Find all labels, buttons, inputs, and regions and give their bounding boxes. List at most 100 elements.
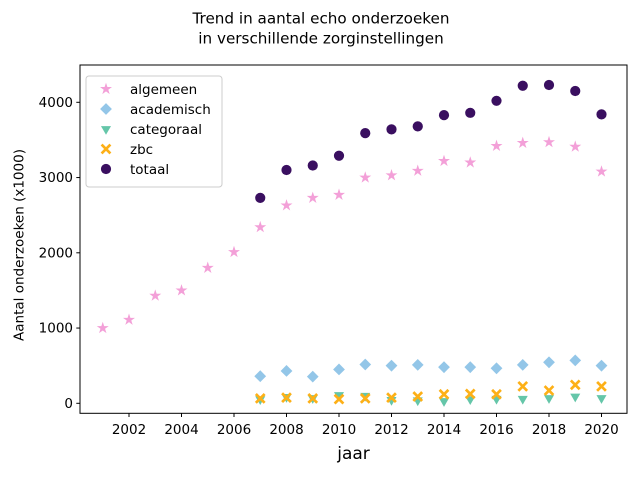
point-algemeen [280, 199, 293, 211]
point-zbc [596, 381, 607, 392]
point-zbc [517, 381, 529, 392]
point-zbc [386, 392, 397, 404]
point-categoraal [543, 395, 555, 404]
point-totaal [333, 150, 345, 161]
point-algemeen [516, 136, 529, 149]
legend-box [85, 75, 223, 188]
point-algemeen [569, 140, 582, 152]
point-academisch [333, 363, 345, 376]
x-tick-label: 2016 [479, 422, 513, 438]
legend-marker-algemeen-icon [100, 82, 112, 95]
point-algemeen [359, 171, 372, 183]
point-academisch [516, 359, 529, 371]
point-academisch [385, 359, 398, 372]
point-academisch [359, 358, 372, 371]
point-zbc [543, 385, 555, 396]
point-academisch [490, 362, 503, 375]
point-algemeen [333, 188, 345, 200]
point-algemeen [438, 154, 450, 167]
y-axis-label: Aantal onderzoeken (x1000) [12, 149, 28, 341]
point-totaal [255, 192, 266, 203]
point-algemeen [411, 164, 424, 176]
point-algemeen [464, 156, 477, 168]
point-zbc [491, 388, 502, 400]
point-zbc [333, 393, 345, 405]
point-academisch [280, 365, 293, 377]
point-totaal [570, 85, 581, 97]
plot-area: 2002 2004 2006 2008 2010 2012 2014 2016 2018 2020… [39, 64, 628, 438]
point-zbc [281, 392, 292, 404]
point-algemeen [595, 165, 608, 177]
point-totaal [491, 95, 502, 106]
point-categoraal [465, 396, 476, 405]
point-zbc [438, 388, 450, 400]
point-totaal [596, 109, 607, 120]
y-tick-label: 0 [64, 396, 73, 412]
x-axis-label: jaar [336, 444, 370, 464]
point-zbc [569, 379, 581, 391]
point-academisch [543, 356, 555, 369]
y-tick-label: 1000 [39, 321, 73, 337]
legend-label-totaal: totaal [130, 162, 169, 178]
point-totaal [438, 109, 450, 121]
point-academisch [306, 370, 319, 383]
point-algemeen [543, 135, 555, 148]
point-academisch [254, 370, 267, 383]
point-academisch [438, 361, 450, 374]
point-zbc [464, 388, 476, 400]
x-tick-label: 2012 [374, 422, 408, 438]
point-totaal [543, 79, 555, 91]
point-totaal [281, 164, 292, 176]
point-totaal [412, 121, 423, 132]
x-tick-label: 2018 [532, 422, 566, 438]
legend-label-categoraal: categoraal [130, 122, 202, 138]
point-zbc [359, 393, 371, 404]
legend-marker-zbc-icon [100, 143, 112, 155]
chart-title-line2: in verschillende zorginstellingen [198, 30, 443, 48]
point-academisch [595, 359, 608, 372]
point-algemeen [149, 289, 162, 301]
point-algemeen [490, 139, 503, 152]
x-tick-label: 2020 [584, 422, 618, 438]
point-academisch [569, 354, 582, 367]
x-tick-label: 2004 [164, 422, 198, 438]
x-tick-label: 2006 [217, 422, 251, 438]
point-totaal [465, 107, 476, 118]
point-totaal [517, 80, 528, 91]
point-algemeen [254, 220, 267, 233]
legend-label-academisch: academisch [130, 102, 211, 118]
point-zbc [412, 391, 424, 402]
x-tick-label: 2014 [427, 422, 461, 438]
legend-label-zbc: zbc [130, 142, 153, 158]
point-categoraal [333, 392, 345, 401]
point-academisch [411, 359, 424, 371]
x-tick-label: 2008 [269, 422, 303, 438]
legend-label-algemeen: algemeen [130, 82, 197, 98]
point-algemeen [175, 284, 188, 296]
y-tick-label: 4000 [39, 95, 73, 111]
plot-border [79, 64, 628, 414]
point-zbc [307, 393, 319, 404]
point-zbc [254, 393, 266, 404]
point-algemeen [385, 168, 398, 181]
point-algemeen [228, 245, 240, 258]
point-categoraal [596, 395, 607, 404]
point-categoraal [570, 393, 581, 403]
point-algemeen [123, 313, 135, 325]
x-tick-label: 2002 [112, 422, 146, 438]
point-algemeen [201, 261, 214, 273]
y-tick-label: 3000 [39, 170, 73, 186]
point-categoraal [255, 396, 266, 405]
point-algemeen [306, 191, 319, 203]
chart-title-line1: Trend in aantal echo onderzoeken [191, 10, 449, 28]
point-totaal [307, 160, 318, 171]
x-tick-label: 2010 [322, 422, 356, 438]
point-totaal [360, 128, 371, 139]
legend-marker-totaal-icon [100, 163, 112, 175]
point-totaal [386, 124, 397, 135]
point-categoraal [438, 398, 450, 407]
legend-marker-academisch-icon [100, 103, 112, 115]
y-tick-label: 2000 [39, 245, 73, 261]
